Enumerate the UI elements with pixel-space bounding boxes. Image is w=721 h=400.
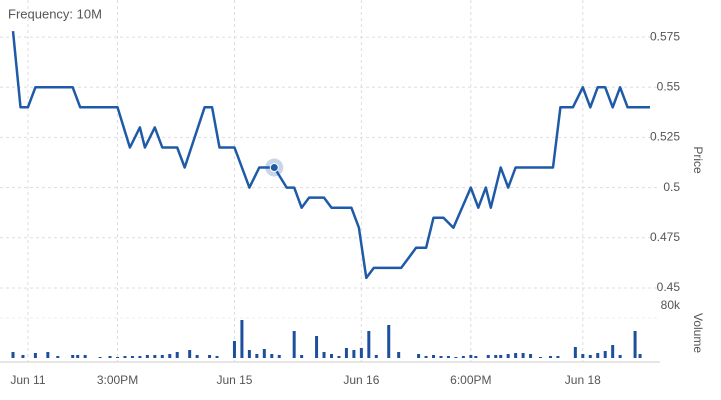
volume-bar [160, 355, 164, 358]
volume-bar [11, 352, 15, 358]
volume-bar [300, 355, 304, 358]
volume-bar [188, 350, 192, 358]
volume-bar [175, 352, 179, 358]
y-tick-label: 0.525 [650, 130, 680, 144]
x-tick-label: 6:00PM [450, 373, 491, 387]
volume-bar [145, 355, 149, 358]
volume-bar [352, 350, 356, 358]
volume-bar [247, 350, 251, 358]
volume-bar [153, 355, 157, 358]
volume-bar [529, 354, 533, 358]
x-tick-label: 3:00PM [97, 373, 138, 387]
volume-bar [367, 331, 371, 358]
y-tick-label: 80k [661, 298, 681, 312]
volume-bar [240, 320, 244, 358]
volume-bar [322, 352, 326, 358]
volume-bar [359, 348, 363, 358]
x-tick-label: Jun 16 [343, 373, 379, 387]
volume-bar [130, 356, 134, 358]
y-axis-label: Price [691, 146, 705, 174]
volume-bar [514, 353, 518, 358]
volume-bar [277, 355, 281, 358]
volume-bar [539, 357, 543, 358]
volume-bar [344, 348, 348, 358]
volume-bar [596, 353, 600, 358]
volume-bar [387, 325, 391, 358]
volume-bar [262, 349, 266, 358]
volume-bar [76, 355, 80, 358]
volume-bar [21, 355, 25, 358]
volume-bar [195, 355, 199, 358]
volume-bar [506, 354, 510, 358]
volume-bar [432, 355, 436, 358]
volume-bar [454, 357, 458, 358]
volume-bar [116, 357, 120, 358]
volume-bar [486, 355, 490, 358]
y-tick-label: 0.575 [650, 29, 680, 43]
volume-bar [215, 356, 219, 358]
volume-bar [633, 331, 637, 358]
volume-bar [315, 336, 319, 358]
price-line [11, 30, 650, 280]
volume-bar [56, 356, 60, 358]
volume-bar [474, 356, 478, 358]
volume-bar [397, 352, 401, 358]
volume-bar [255, 354, 259, 358]
x-tick-label: Jun 15 [216, 373, 252, 387]
volume-bar [603, 351, 607, 358]
x-tick-label: Jun 18 [565, 373, 601, 387]
chart-title: Frequency: 10M [8, 6, 102, 21]
y-tick-label: 0.55 [657, 79, 681, 93]
volume-bar [611, 345, 615, 358]
volume-bar [521, 353, 525, 358]
volume-bar [270, 354, 274, 358]
y-tick-label: 0.5 [663, 180, 680, 194]
volume-bar [108, 356, 112, 358]
volume-bar [46, 352, 50, 358]
volume-bar [618, 355, 622, 358]
volume-bar [638, 354, 642, 358]
volume-bar [499, 355, 503, 358]
volume-bar [123, 356, 127, 358]
volume-bar [98, 357, 102, 358]
volume-bar [208, 355, 212, 358]
volume-bar [588, 355, 592, 358]
volume-bar [446, 356, 450, 358]
volume-bar [573, 347, 577, 358]
volume-bar [494, 355, 498, 358]
volume-bar [548, 356, 552, 358]
volume-bar [71, 355, 75, 358]
volume-bar [138, 356, 142, 358]
hover-point [269, 163, 279, 173]
volume-bar [33, 353, 37, 358]
volume-bar [469, 355, 473, 358]
y-tick-label: 0.45 [657, 280, 681, 294]
x-tick-label: Jun 11 [10, 373, 45, 387]
y-axis-label: Volume [691, 313, 705, 353]
volume-bar [232, 341, 236, 358]
volume-bar [330, 354, 333, 358]
volume-bar [439, 356, 443, 358]
volume-bar [417, 354, 421, 358]
volume-bar [374, 355, 378, 358]
volume-bar [292, 331, 296, 358]
y-tick-label: 0.475 [650, 230, 680, 244]
volume-bar [581, 354, 585, 358]
volume-bar [556, 356, 560, 358]
volume-bar [337, 356, 341, 358]
volume-bar [461, 356, 465, 358]
volume-bar [424, 356, 428, 358]
volume-bar [83, 355, 87, 358]
volume-bar [168, 354, 172, 358]
